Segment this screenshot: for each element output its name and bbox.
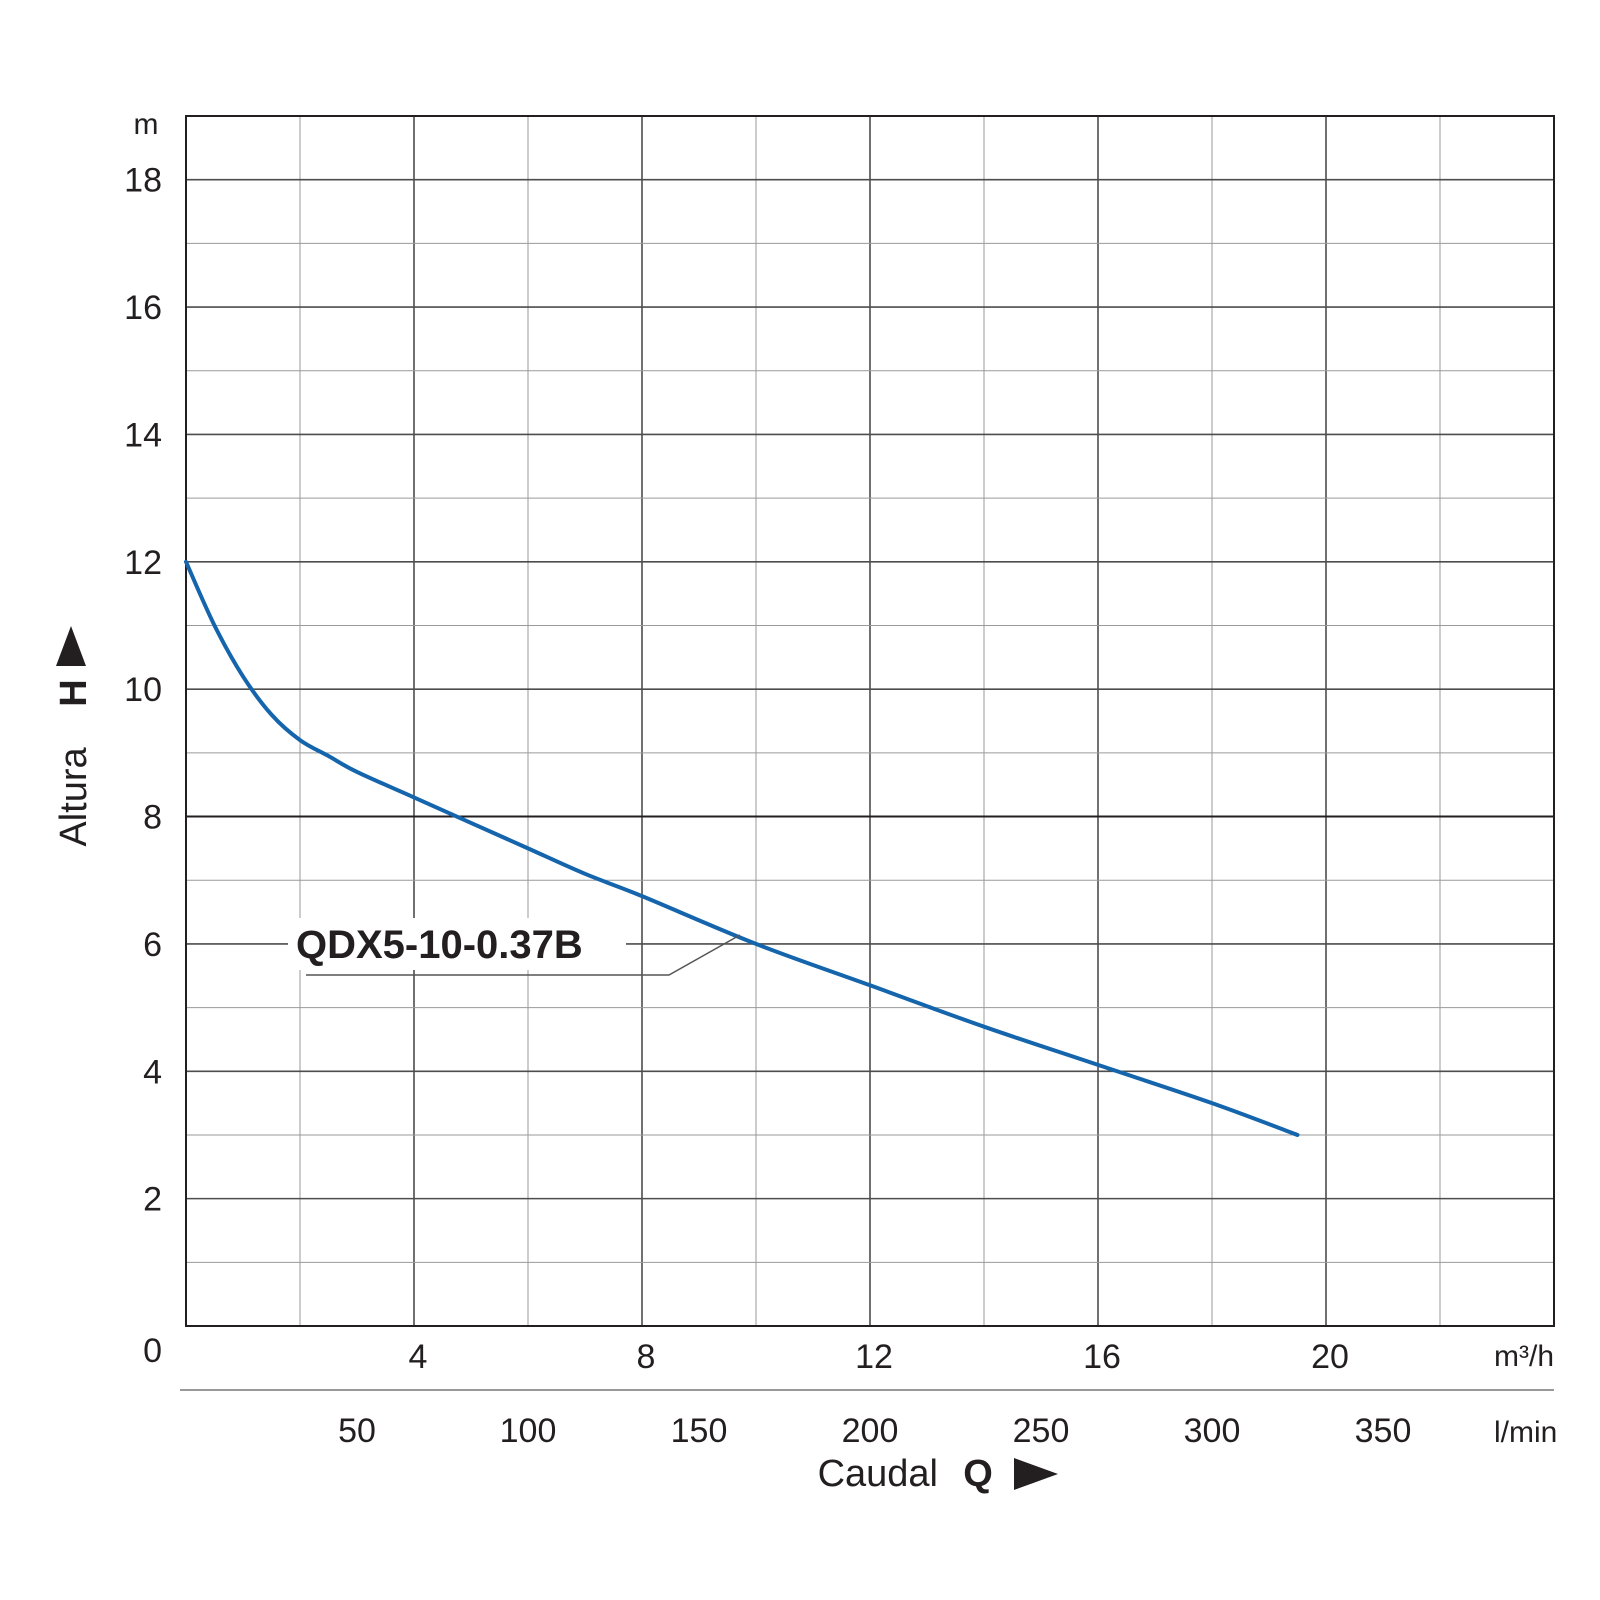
y-tick-label: 4: [143, 1053, 162, 1091]
y-axis-title-text: Altura: [53, 747, 95, 847]
x-tick-labels: 4 8 12 16 20: [409, 1338, 1349, 1376]
x-tick-label: 4: [409, 1338, 428, 1376]
series-label-background: [288, 918, 626, 970]
y-unit-label: m: [134, 108, 159, 141]
x2-tick-label: 100: [500, 1412, 557, 1450]
x-tick-label: 8: [637, 1338, 656, 1376]
x2-unit-label: l/min: [1494, 1416, 1557, 1449]
plot-frame: [185, 115, 1555, 1327]
x2-tick-label: 50: [338, 1412, 376, 1450]
x2-tick-labels: 50 100 150 200 250 300 350: [338, 1412, 1411, 1450]
x-tick-label: 20: [1311, 1338, 1349, 1376]
y-tick-label: 10: [124, 671, 162, 709]
y-tick-label: 8: [143, 799, 162, 837]
y-axis-arrow-icon: [56, 626, 86, 666]
series-label-leader: [306, 934, 741, 976]
x2-tick-label: 300: [1184, 1412, 1241, 1450]
y-tick-label: 18: [124, 162, 162, 200]
x-axis-title: Caudal Q: [818, 1453, 1058, 1495]
series-label: QDX5-10-0.37B: [296, 923, 583, 967]
x-unit-label: m³/h: [1494, 1340, 1554, 1373]
y-tick-label: 14: [124, 416, 162, 454]
y-tick-label: 16: [124, 289, 162, 327]
series-line-qdx5: [184, 559, 1300, 1137]
x-axis-title-text: Caudal: [818, 1453, 938, 1495]
y-tick-label: 2: [143, 1181, 162, 1219]
y-tick-label: 0: [143, 1332, 162, 1370]
y-tick-labels: 0 2 4 6 8 10 12 14 16 18: [124, 162, 162, 1370]
x2-tick-label: 150: [671, 1412, 728, 1450]
y-axis-symbol: H: [53, 679, 95, 706]
x2-tick-label: 350: [1355, 1412, 1412, 1450]
x2-tick-label: 250: [1013, 1412, 1070, 1450]
x-axis-symbol: Q: [963, 1453, 993, 1495]
x-tick-label: 12: [855, 1338, 893, 1376]
grid: [186, 116, 1554, 1326]
x2-tick-label: 200: [842, 1412, 899, 1450]
y-axis-title: Altura H: [53, 626, 95, 847]
x-axis-arrow-icon: [1014, 1458, 1058, 1490]
y-tick-label: 6: [143, 926, 162, 964]
y-tick-label: 12: [124, 544, 162, 582]
x-tick-label: 16: [1083, 1338, 1121, 1376]
